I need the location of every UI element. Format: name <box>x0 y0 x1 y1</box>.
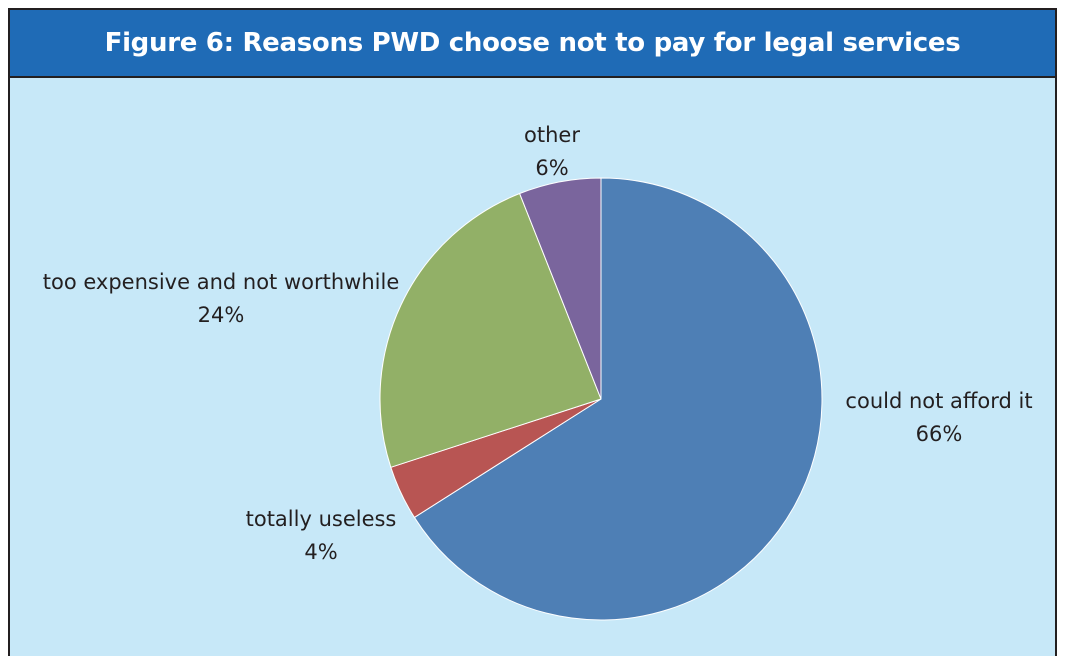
figure-panel: Figure 6: Reasons PWD choose not to pay … <box>8 8 1057 656</box>
slice-label-name: could not afford it <box>845 389 1032 413</box>
pie-slice-too-expensive-and-not-worthwhile <box>379 192 602 468</box>
pie-slice-could-not-afford-it <box>413 177 823 621</box>
pie-chart: could not afford it 66% totally useless 4% t… <box>43 123 1033 621</box>
chart-title: Figure 6: Reasons PWD choose not to pay … <box>104 28 961 58</box>
pie-slice-other <box>518 177 602 400</box>
slice-label-name: totally useless <box>246 507 397 531</box>
slice-label-name: other <box>524 123 580 147</box>
pie-slices <box>379 177 823 621</box>
title-bar: Figure 6: Reasons PWD choose not to pay … <box>10 10 1055 78</box>
slice-label-value: 4% <box>304 540 337 564</box>
pie-labels: could not afford it 66% totally useless 4% t… <box>43 123 1033 564</box>
slice-label-value: 24% <box>198 303 245 327</box>
slice-label-value: 66% <box>916 422 963 446</box>
slice-label-value: 6% <box>535 156 568 180</box>
slice-label-name: too expensive and not worthwhile <box>43 270 399 294</box>
